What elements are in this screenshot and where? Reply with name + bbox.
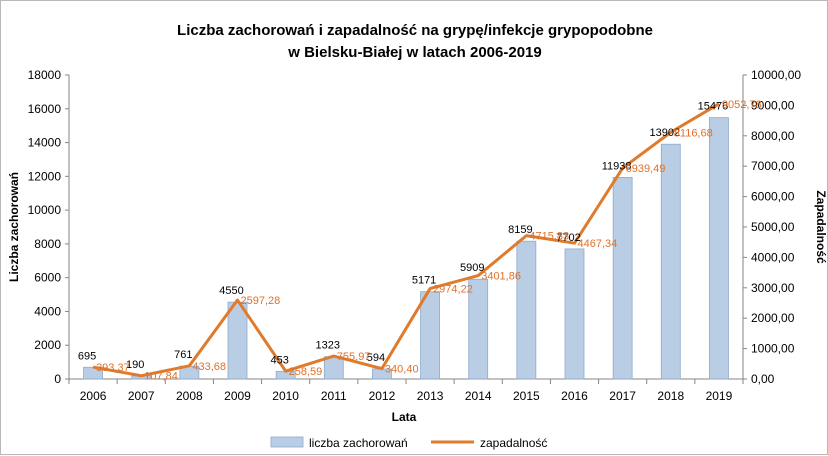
bar bbox=[660, 143, 681, 380]
line-value-label: 4467,34 bbox=[578, 238, 618, 250]
bar-value-label: 761 bbox=[174, 349, 192, 361]
legend: liczba zachorowań zapadalność bbox=[270, 436, 547, 450]
y2-tick-label: 5000,00 bbox=[751, 220, 795, 234]
line-value-label: 107,84 bbox=[144, 371, 178, 383]
y2-axis-label: Zapadalność bbox=[814, 190, 828, 264]
y-tick-label: 6000 bbox=[34, 271, 61, 285]
y2-tick-label: 8000,00 bbox=[751, 129, 795, 143]
line-value-label: 9052,78 bbox=[722, 99, 762, 111]
bar-value-label: 4550 bbox=[219, 285, 243, 297]
legend-label-line: zapadalność bbox=[480, 436, 547, 450]
y2-tick-label: 7000,00 bbox=[751, 159, 795, 173]
x-tick-label: 2008 bbox=[176, 389, 203, 403]
bar bbox=[612, 176, 633, 380]
bar bbox=[227, 301, 248, 380]
chart-title-line1: Liczba zachorowań i zapadalność na grypę… bbox=[177, 22, 653, 39]
legend-label-bar: liczba zachorowań bbox=[309, 436, 408, 450]
x-tick-label: 2006 bbox=[80, 389, 107, 403]
bar-value-label: 5909 bbox=[460, 262, 484, 274]
line-value-label: 393,37 bbox=[96, 362, 130, 374]
y2-tick-label: 1000,00 bbox=[751, 342, 795, 356]
y-tick-label: 8000 bbox=[34, 237, 61, 251]
line-value-label: 2974,22 bbox=[433, 284, 473, 296]
x-tick-label: 2012 bbox=[369, 389, 396, 403]
y2-tick-label: 2000,00 bbox=[751, 311, 795, 325]
bar-value-label: 594 bbox=[367, 352, 385, 364]
bar bbox=[709, 117, 729, 380]
bar bbox=[468, 278, 489, 380]
bar-value-label: 453 bbox=[270, 354, 288, 366]
bar-value-label: 1323 bbox=[316, 340, 340, 352]
y2-tick-label: 9000,00 bbox=[751, 98, 795, 112]
x-tick-label: 2013 bbox=[417, 389, 444, 403]
x-tick-label: 2015 bbox=[513, 389, 540, 403]
x-tick-label: 2009 bbox=[224, 389, 251, 403]
line-value-label: 755,97 bbox=[337, 351, 371, 363]
y-tick-label: 4000 bbox=[34, 304, 61, 318]
line-value-label: 340,40 bbox=[385, 364, 419, 376]
y2-tick-label: 4000,00 bbox=[751, 250, 795, 264]
x-tick-label: 2007 bbox=[128, 389, 155, 403]
line-series bbox=[92, 102, 720, 378]
line-value-label: 6939,49 bbox=[626, 163, 666, 175]
bar-value-label: 13902 bbox=[649, 127, 680, 139]
x-tick-label: 2016 bbox=[561, 389, 588, 403]
bar bbox=[516, 240, 537, 380]
x-tick-label: 2010 bbox=[272, 389, 299, 403]
axes: 0 2000 4000 6000 8000 10000 12000 14000 16000 180… bbox=[28, 68, 802, 403]
y2-tick-label: 0,00 bbox=[751, 372, 775, 386]
x-tick-label: 2019 bbox=[706, 389, 733, 403]
bar-series bbox=[83, 117, 729, 380]
y2-tick-label: 3000,00 bbox=[751, 281, 795, 295]
y-tick-label: 0 bbox=[54, 372, 61, 386]
x-tick-label: 2017 bbox=[609, 389, 636, 403]
y2-tick-label: 6000,00 bbox=[751, 190, 795, 204]
y-tick-label: 10000 bbox=[28, 203, 62, 217]
y-tick-label: 16000 bbox=[28, 102, 62, 116]
data-labels: 695 190 761 4550 453 1323 594 5171 5909 8159 7702 1… bbox=[78, 99, 762, 383]
line-value-label: 258,59 bbox=[289, 366, 323, 378]
line-value-label: 3401,86 bbox=[481, 271, 521, 283]
bar bbox=[564, 248, 585, 380]
y-tick-label: 14000 bbox=[28, 136, 62, 150]
bar-value-label: 5171 bbox=[412, 275, 436, 287]
chart-title-line2: w Bielsku-Białej w latach 2006-2019 bbox=[287, 44, 541, 61]
bar bbox=[420, 291, 440, 380]
y2-tick-label: 10000,00 bbox=[751, 68, 801, 82]
y-tick-label: 18000 bbox=[28, 68, 62, 82]
bar-value-label: 11938 bbox=[602, 160, 632, 172]
x-tick-label: 2018 bbox=[657, 389, 684, 403]
line-value-label: 433,68 bbox=[192, 361, 226, 373]
line-value-label: 8116,68 bbox=[674, 127, 713, 139]
bar-value-label: 7702 bbox=[556, 232, 580, 244]
bar-value-label: 15476 bbox=[698, 101, 729, 113]
y-tick-label: 2000 bbox=[34, 338, 61, 352]
line-value-label: 2597,28 bbox=[241, 295, 281, 307]
x-tick-label: 2011 bbox=[321, 389, 347, 403]
x-axis-label: Lata bbox=[392, 410, 417, 424]
y-axis-label: Liczba zachorowań bbox=[7, 172, 21, 282]
legend-swatch-bar bbox=[270, 436, 304, 448]
bar-value-label: 190 bbox=[126, 359, 144, 371]
y-tick-label: 12000 bbox=[28, 169, 62, 183]
bar-value-label: 8159 bbox=[508, 224, 532, 236]
bar-value-label: 695 bbox=[78, 350, 96, 362]
series-line bbox=[92, 102, 720, 378]
line-value-label: 4715,83 bbox=[529, 231, 569, 243]
x-tick-label: 2014 bbox=[465, 389, 492, 403]
